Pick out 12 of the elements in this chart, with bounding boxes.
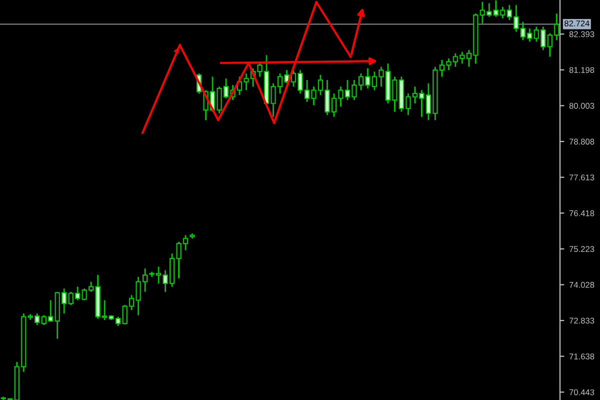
y-tick-label: 77.613 <box>569 174 594 180</box>
y-tick-label: 81.198 <box>569 67 594 73</box>
y-tick-label: 80.003 <box>569 102 594 109</box>
y-tick-label: 72.833 <box>569 318 594 324</box>
y-tick-label: 76.418 <box>569 210 594 216</box>
y-tick-label: 70.443 <box>569 389 594 396</box>
y-tick-label: 75.223 <box>569 246 594 252</box>
y-tick-label: 82.393 <box>569 31 594 38</box>
y-tick-label: 74.028 <box>569 282 594 288</box>
y-tick-label: 71.638 <box>569 354 594 360</box>
y-tick-label: 78.808 <box>569 138 594 145</box>
ref-line-label: 82.724 <box>564 20 590 26</box>
